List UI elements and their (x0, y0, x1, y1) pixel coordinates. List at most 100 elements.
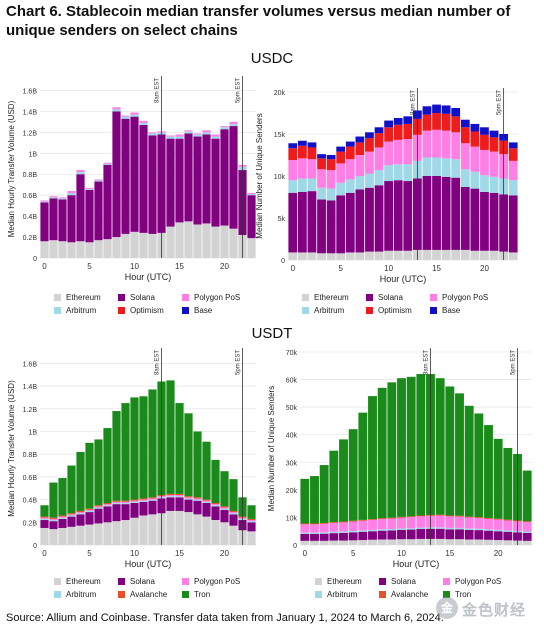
bar-ethereum (422, 249, 432, 260)
legend-swatch (182, 307, 189, 314)
bar-avalanche (358, 519, 368, 521)
bar-solana (493, 531, 503, 541)
bar-avalanche (522, 521, 532, 523)
bar-arbitrum (307, 178, 317, 192)
bar-arbitrum (470, 171, 480, 189)
bar-ethereum (148, 233, 157, 258)
bar-arbitrum (326, 188, 336, 201)
bar-polygon-pos (377, 519, 387, 530)
bar-tron (329, 450, 339, 523)
y-tick-label: 1.2B (23, 130, 38, 137)
y-tick-label: 1.6B (23, 88, 38, 95)
bar-ethereum (368, 539, 377, 545)
bar-tron (193, 431, 202, 498)
bar-polygon-pos (368, 519, 377, 530)
legend-label: Tron (194, 590, 211, 599)
bar-ethereum (493, 540, 503, 545)
bar-avalanche (474, 517, 484, 518)
y-tick-label: 40k (286, 433, 298, 440)
bar-tron (435, 378, 445, 515)
legend-label: Avalanche (391, 590, 429, 599)
bar-ethereum (148, 514, 157, 545)
bar-solana (139, 125, 148, 233)
bar-ethereum (416, 538, 426, 545)
bar-base (355, 136, 365, 143)
annotation-label: 5pm EST (236, 78, 242, 103)
bar-polygon-pos (329, 522, 339, 532)
bar-solana (148, 500, 157, 515)
bar-tron (455, 393, 464, 516)
bar-polygon-pos (493, 519, 503, 530)
bar-polygon-pos (355, 155, 365, 176)
bar-polygon-pos (175, 495, 184, 497)
bar-solana (76, 174, 85, 242)
y-tick-label: 0 (33, 256, 37, 263)
bar-solana (460, 186, 470, 250)
y-tick-label: 0.2B (23, 520, 38, 527)
bar-avalanche (58, 515, 67, 517)
bar-arbitrum (445, 527, 455, 530)
legend-label: Avalanche (130, 590, 168, 599)
bar-arbitrum (85, 188, 94, 190)
bar-polygon-pos (49, 196, 58, 198)
bar-arbitrum (67, 193, 76, 196)
bar-optimism (345, 146, 355, 160)
legend-label: Optimism (378, 306, 412, 315)
bar-polygon-pos (166, 135, 175, 137)
bar-arbitrum (365, 173, 374, 188)
y-tick-label: 20k (286, 488, 298, 495)
bar-arbitrum (103, 163, 112, 165)
bar-arbitrum (130, 501, 139, 503)
bar-ethereum (67, 526, 76, 545)
bar-solana (489, 192, 499, 251)
bar-optimism (489, 137, 499, 152)
bar-arbitrum (393, 164, 403, 181)
bar-solana (220, 129, 229, 226)
bar-ethereum (317, 253, 326, 260)
usdt-senders-chart: 0 10k 20k 30k 40k 50k 60k 70k 0 5 10 15 20 Hour (UTC)… (267, 348, 532, 569)
bar-solana (229, 514, 238, 526)
bar-ethereum (300, 540, 310, 545)
bar-ethereum (460, 249, 470, 260)
bar-solana (85, 512, 94, 525)
bar-polygon-pos (326, 170, 336, 189)
bar-solana (85, 189, 94, 243)
bar-arbitrum (339, 531, 348, 533)
bar-avalanche (348, 520, 358, 522)
bar-polygon-pos (365, 151, 374, 174)
bar-ethereum (489, 250, 499, 260)
bar-tron (484, 425, 493, 518)
bar-solana (229, 126, 238, 229)
bar-arbitrum (139, 122, 148, 126)
y-axis-label: Median Number of Unique Senders (255, 113, 264, 238)
bar-polygon-pos (319, 523, 329, 533)
bar-arbitrum (166, 136, 175, 139)
watermark-text: 金色财经 (462, 602, 527, 619)
bar-tron (377, 387, 387, 519)
bar-ethereum (288, 252, 298, 260)
legend-item-solana: Solana (118, 293, 155, 302)
bar-polygon-pos (40, 517, 49, 519)
x-axis-label: Hour (UTC) (393, 559, 440, 569)
bar-arbitrum (484, 529, 493, 531)
bar-polygon-pos (76, 170, 85, 173)
bar-avalanche (464, 516, 474, 518)
bar-solana (139, 501, 148, 516)
bar-tron (112, 411, 121, 501)
bar-arbitrum (297, 178, 307, 192)
bar-optimism (317, 158, 326, 170)
x-tick-label: 5 (338, 264, 343, 273)
bar-tron (49, 482, 58, 518)
bar-ethereum (480, 250, 489, 260)
legend-swatch (118, 294, 125, 301)
bar-arbitrum (406, 528, 416, 530)
bar-tron (130, 397, 139, 500)
bar-solana (416, 529, 426, 539)
bar-arbitrum (148, 133, 157, 136)
bar-arbitrum (103, 505, 112, 507)
legend-label: Ethereum (327, 577, 362, 586)
bar-arbitrum (121, 116, 130, 119)
bar-ethereum (166, 226, 175, 258)
legend-label: Solana (378, 293, 403, 302)
bar-ethereum (387, 539, 397, 545)
